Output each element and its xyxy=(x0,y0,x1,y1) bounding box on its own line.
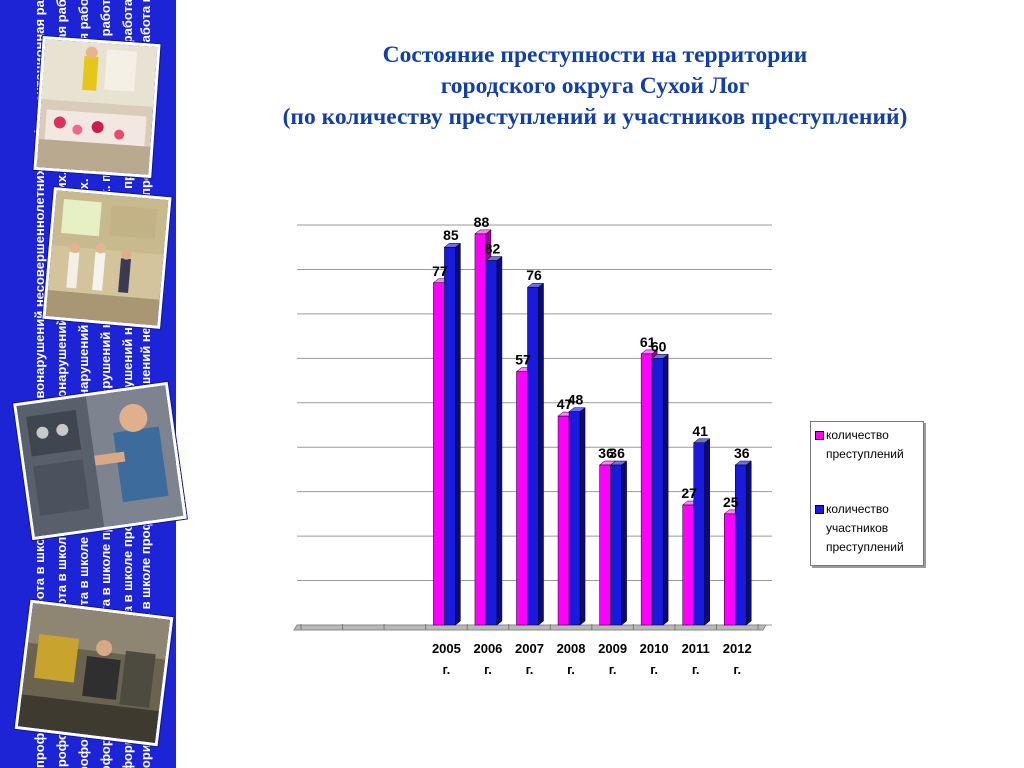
children-performance-photo xyxy=(42,187,172,329)
x-tick-label: г. xyxy=(526,662,534,677)
data-label-crimes: 61 xyxy=(640,334,656,350)
bar-participants xyxy=(568,407,586,626)
legend-swatch-crimes xyxy=(815,431,824,440)
page-title-line: городского округа Сухой Лог xyxy=(440,73,750,99)
x-tick-label: 2008 xyxy=(557,641,586,656)
x-tick-label: г. xyxy=(692,662,700,677)
sidebar-white-edge xyxy=(176,0,188,768)
sidebar-text-column: профориентационная работа в школе профил… xyxy=(76,0,91,768)
legend-label-participants: количество участников преступлений xyxy=(826,502,904,554)
page-title-line: Состояние преступности на территории xyxy=(382,42,808,68)
bar-participants xyxy=(651,353,669,626)
sidebar-text-column: профориентационная работа в школе профил… xyxy=(32,0,47,768)
x-tick-label: 2012 xyxy=(723,641,752,656)
data-label-participants: 36 xyxy=(609,445,625,461)
x-tick-label: 2005 xyxy=(432,641,461,656)
x-tick-label: г. xyxy=(609,662,617,677)
bar-participants xyxy=(443,242,462,626)
page-title-line: (по количеству преступлений и участников… xyxy=(282,104,908,130)
children-exhibition-photo xyxy=(33,36,161,178)
chart-bars xyxy=(432,229,752,626)
sidebar-text-column: профориентационная работа в школе профил… xyxy=(138,0,153,768)
data-label-participants: 41 xyxy=(692,423,708,439)
student-workshop-photo xyxy=(13,381,187,541)
x-tick-label: 2006 xyxy=(473,641,502,656)
x-tick-label: г. xyxy=(733,662,741,677)
chart-legend: количество преступлений количество участ… xyxy=(810,421,924,566)
data-label-crimes: 36 xyxy=(598,445,614,461)
x-tick-label: 2010 xyxy=(640,641,669,656)
data-label-participants: 60 xyxy=(651,338,667,354)
x-tick-label: г. xyxy=(650,662,658,677)
sidebar-text-column: профориентационная работа в школе профил… xyxy=(120,0,135,768)
data-label-participants: 76 xyxy=(526,267,542,283)
bar-participants xyxy=(526,282,545,626)
x-tick-label: 2007 xyxy=(515,641,544,656)
data-label-participants: 48 xyxy=(568,392,584,408)
data-label-participants: 85 xyxy=(443,227,459,243)
chart-floor-plane xyxy=(293,624,767,631)
data-label-crimes: 88 xyxy=(474,214,490,230)
data-label-crimes: 77 xyxy=(432,263,448,279)
data-label-participants: 82 xyxy=(485,241,501,257)
data-label-participants: 36 xyxy=(734,445,750,461)
workshop-machines-photo xyxy=(14,599,174,747)
x-tick-label: г. xyxy=(484,662,492,677)
legend-swatch-participants xyxy=(815,505,824,514)
x-tick-label: 2009 xyxy=(598,641,627,656)
page-title: Состояние преступности на территории гор… xyxy=(200,40,990,133)
bar-participants xyxy=(485,256,503,626)
data-label-crimes: 47 xyxy=(557,396,573,412)
sidebar-text-column: профориентационная работа в школе профил… xyxy=(98,0,113,768)
x-tick-label: г. xyxy=(443,662,451,677)
x-tick-label: г. xyxy=(567,662,575,677)
chart-x-tick-labels: 2005 г. 2006 г. 2007 г. 2008 г. 2009 г. 2010 г. 2011… xyxy=(432,641,752,677)
data-label-crimes: 57 xyxy=(515,352,531,368)
data-label-crimes: 27 xyxy=(681,485,697,501)
bar-participants xyxy=(734,460,752,626)
data-label-crimes: 25 xyxy=(723,494,739,510)
bar-participants xyxy=(609,460,628,626)
legend-label-crimes: количество преступлений xyxy=(826,428,904,461)
bar-participants xyxy=(692,438,711,626)
x-tick-label: 2011 xyxy=(682,641,710,656)
